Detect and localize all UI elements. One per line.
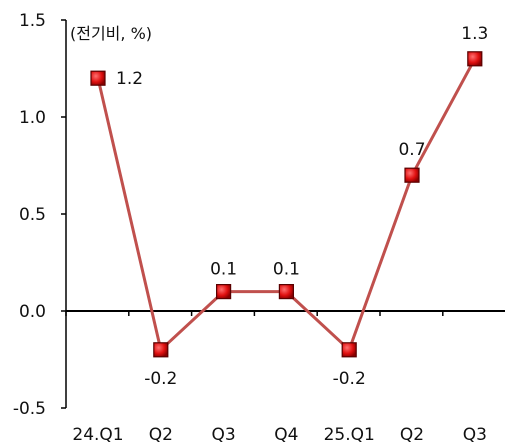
data-label: 0.7 (398, 140, 425, 160)
x-category-label: 24.Q1 (72, 425, 123, 443)
x-axis: 24.Q1 Q2 Q3 Q4 25.Q1 Q2 Q3 (65, 310, 505, 443)
data-point-marker (467, 51, 483, 67)
markers-group (90, 51, 483, 358)
x-category-label: Q3 (211, 425, 235, 443)
data-labels-group: 1.2 -0.2 0.1 0.1 -0.2 0.7 1.3 (116, 24, 488, 389)
data-label: 1.2 (116, 69, 143, 89)
data-label: -0.2 (144, 369, 177, 389)
data-point-marker (404, 167, 420, 183)
data-label: 0.1 (210, 260, 237, 280)
data-point-marker (278, 284, 294, 300)
data-label: 0.1 (273, 260, 300, 280)
x-category-label: Q3 (463, 425, 487, 443)
y-axis: 1.5 1.0 0.5 0.0 -0.5 (13, 11, 67, 419)
x-category-label: Q2 (400, 425, 424, 443)
y-tick-label: -0.5 (13, 399, 46, 419)
y-tick-label: 0.5 (19, 205, 46, 225)
data-point-marker (90, 70, 106, 86)
series-line (96, 58, 477, 352)
y-tick-label: 1.0 (19, 108, 46, 128)
x-category-label: Q4 (274, 425, 298, 443)
x-category-label: 25.Q1 (324, 425, 375, 443)
data-label: 1.3 (461, 24, 488, 44)
y-tick-label: 0.0 (19, 302, 46, 322)
unit-label: (전기비, %) (70, 24, 152, 43)
x-category-label: Q2 (149, 425, 173, 443)
y-tick-label: 1.5 (19, 11, 46, 31)
data-label: -0.2 (333, 369, 366, 389)
data-point-marker (153, 342, 169, 358)
series-line-group (96, 58, 477, 352)
data-point-marker (216, 284, 232, 300)
data-point-marker (341, 342, 357, 358)
